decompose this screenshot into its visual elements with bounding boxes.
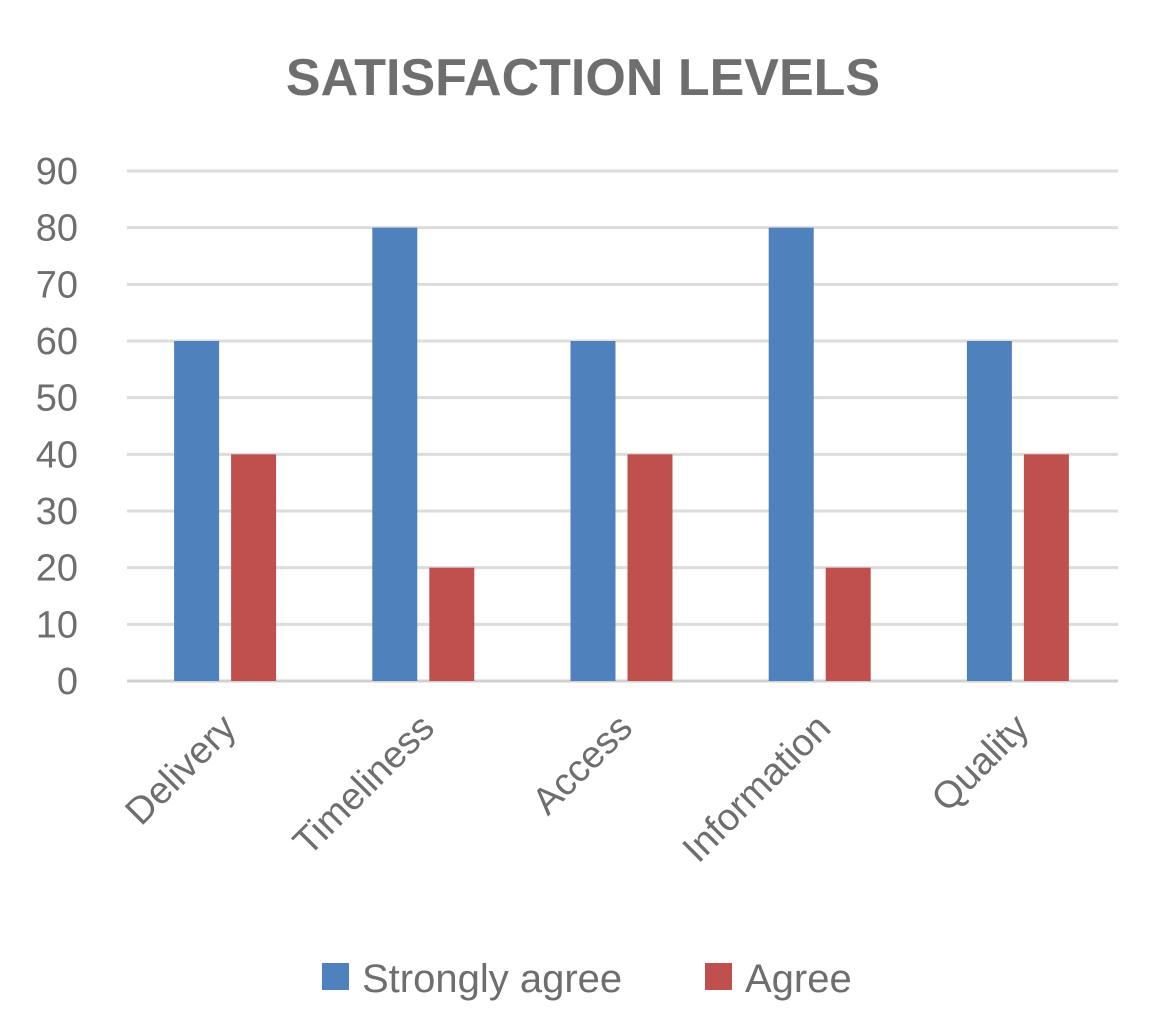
bar-strongly-agree xyxy=(768,227,814,681)
y-tick-label: 60 xyxy=(36,321,78,363)
bar-agree xyxy=(1023,454,1069,681)
bar-agree xyxy=(231,454,277,681)
y-tick-label: 50 xyxy=(36,378,78,420)
chart-title: SATISFACTION LEVELS xyxy=(286,49,880,107)
x-tick-label: Access xyxy=(525,707,641,823)
y-tick-label: 10 xyxy=(36,604,78,646)
legend-swatch xyxy=(322,963,349,990)
gridlines xyxy=(127,169,1118,683)
bar-strongly-agree xyxy=(372,227,418,681)
legend-label: Strongly agree xyxy=(362,957,622,1001)
bar-strongly-agree xyxy=(966,341,1012,681)
x-tick-label: Quality xyxy=(924,707,1037,820)
bar-agree xyxy=(825,567,871,681)
bar-strongly-agree xyxy=(174,341,220,681)
y-tick-label: 40 xyxy=(36,434,78,476)
y-axis-ticks: 0 10 20 30 40 50 60 70 80 90 xyxy=(36,151,78,703)
y-tick-label: 30 xyxy=(36,491,78,533)
y-tick-label: 0 xyxy=(57,661,78,703)
x-tick-label: Timeliness xyxy=(286,707,443,864)
legend-label: Agree xyxy=(745,957,852,1001)
bar-agree xyxy=(627,454,673,681)
x-tick-label: Information xyxy=(675,707,839,871)
bar-agree xyxy=(429,567,475,681)
x-tick-label: Delivery xyxy=(118,707,245,834)
bars xyxy=(174,227,1069,681)
x-axis-ticks: Delivery Timeliness Access Information Quali… xyxy=(118,707,1038,871)
y-tick-label: 80 xyxy=(36,208,78,250)
y-tick-label: 70 xyxy=(36,264,78,306)
bar-strongly-agree xyxy=(570,341,616,681)
y-tick-label: 20 xyxy=(36,548,78,590)
legend-swatch xyxy=(705,963,732,990)
legend: Strongly agree Agree xyxy=(322,957,852,1001)
y-tick-label: 90 xyxy=(36,151,78,193)
